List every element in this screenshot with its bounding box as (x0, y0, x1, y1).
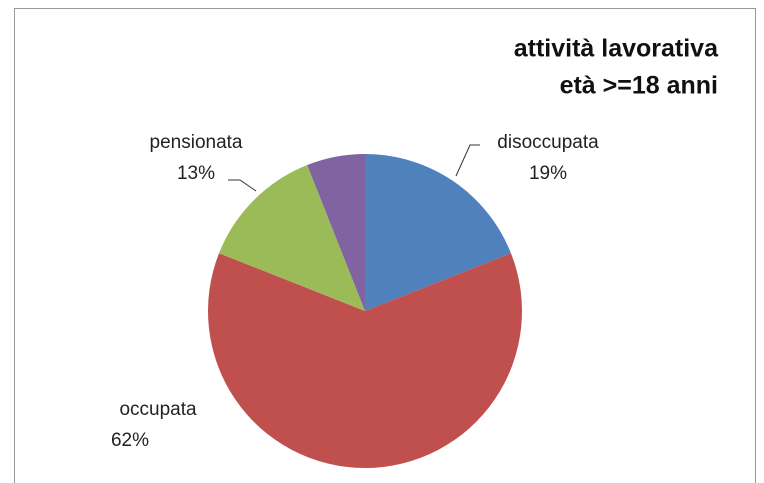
chart-title: attività lavorativa (514, 35, 719, 63)
slice-label: disoccupata (497, 132, 599, 153)
leader-line (228, 179, 257, 192)
slice-value-label: 13% (177, 163, 215, 184)
pie-slice (307, 154, 365, 311)
chart-title: età >=18 anni (560, 72, 718, 100)
slice-value-label: 19% (529, 163, 567, 184)
leader-line (455, 144, 480, 177)
pie-slice (207, 253, 522, 468)
slice-label: occupata (119, 399, 197, 420)
pie-slice (219, 165, 365, 311)
slice-value-label: 62% (111, 430, 149, 451)
slices (207, 154, 522, 468)
pie-slice (365, 154, 511, 311)
slice-label: pensionata (150, 132, 243, 153)
